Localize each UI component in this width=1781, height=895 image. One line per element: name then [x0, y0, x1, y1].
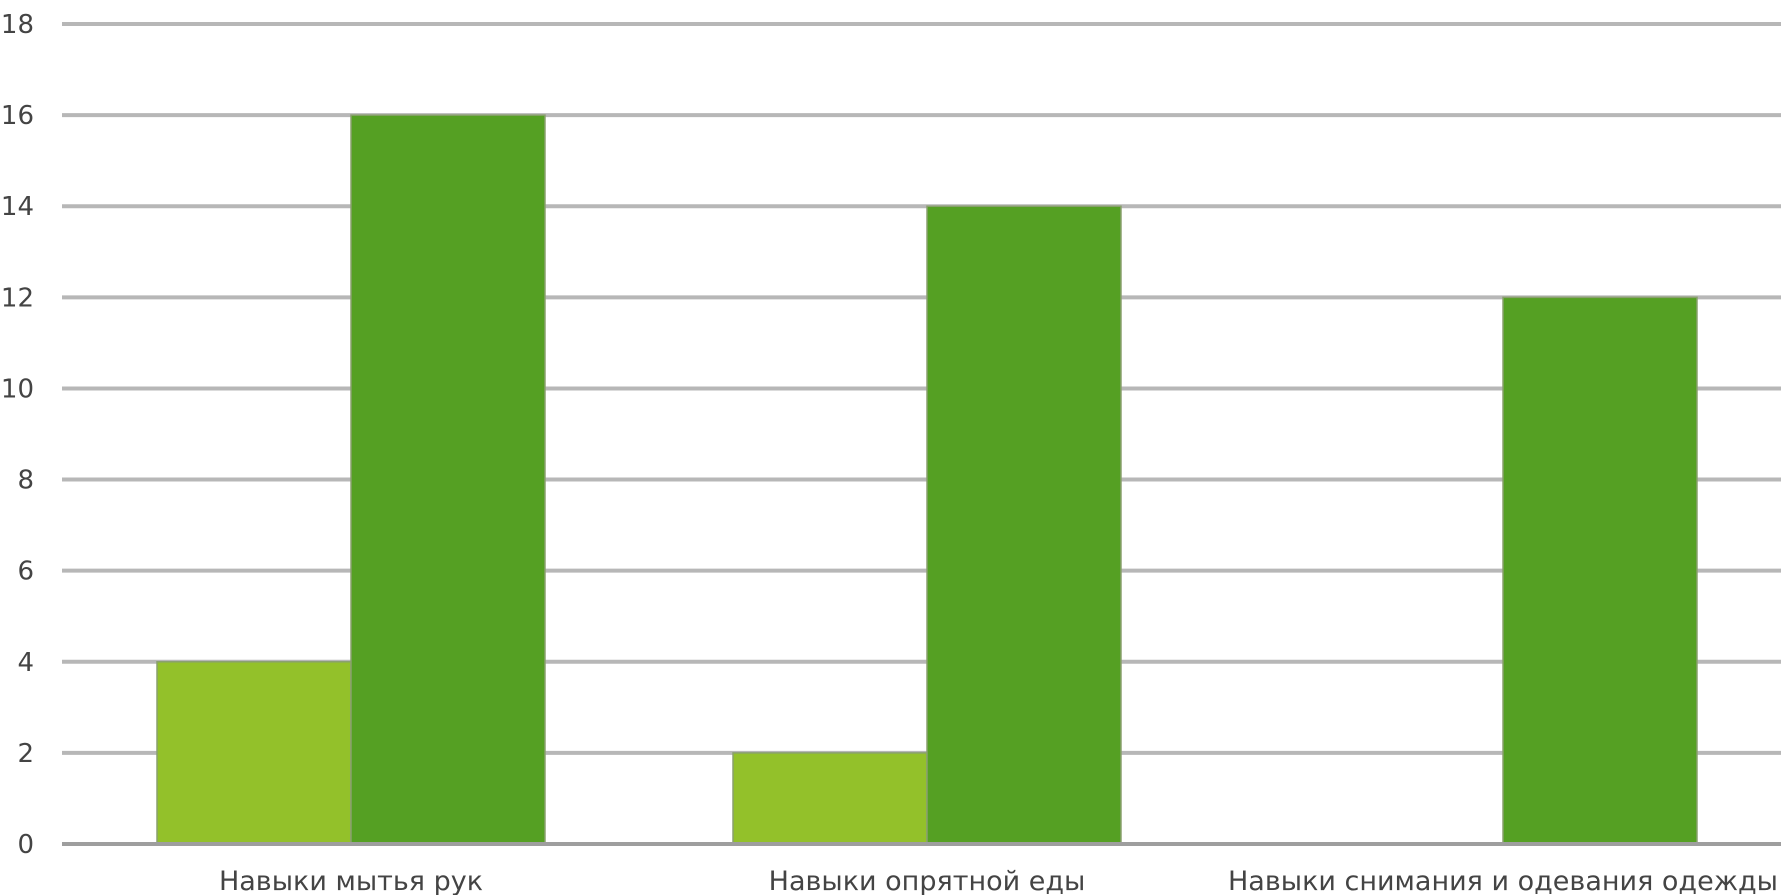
y-tick-label: 2: [17, 739, 34, 769]
y-tick-label: 10: [1, 374, 34, 404]
x-category-label: Навыки опрятной еды: [769, 866, 1086, 895]
bar: [350, 114, 546, 845]
y-tick-label: 6: [17, 557, 34, 587]
x-category-label: Навыки мытья рук: [219, 866, 483, 895]
category-labels: Навыки мытья рук Навыки опрятной еды Навык…: [219, 866, 1778, 895]
y-tick-label: 16: [1, 101, 34, 131]
y-tick-label: 18: [1, 10, 34, 40]
bar: [156, 661, 352, 845]
y-axis-tick-labels: 0 2 4 6 8 10 12 14 16 18: [1, 10, 34, 860]
x-category-label: Навыки снимания и одевания одежды: [1228, 866, 1778, 895]
bars: [156, 114, 1698, 845]
y-tick-label: 14: [1, 192, 34, 222]
bar: [732, 752, 928, 845]
y-tick-label: 4: [17, 648, 34, 678]
y-tick-label: 8: [17, 466, 34, 496]
y-tick-label: 0: [17, 830, 34, 860]
bar: [926, 205, 1122, 845]
y-tick-label: 12: [1, 283, 34, 313]
bar: [1502, 296, 1698, 845]
